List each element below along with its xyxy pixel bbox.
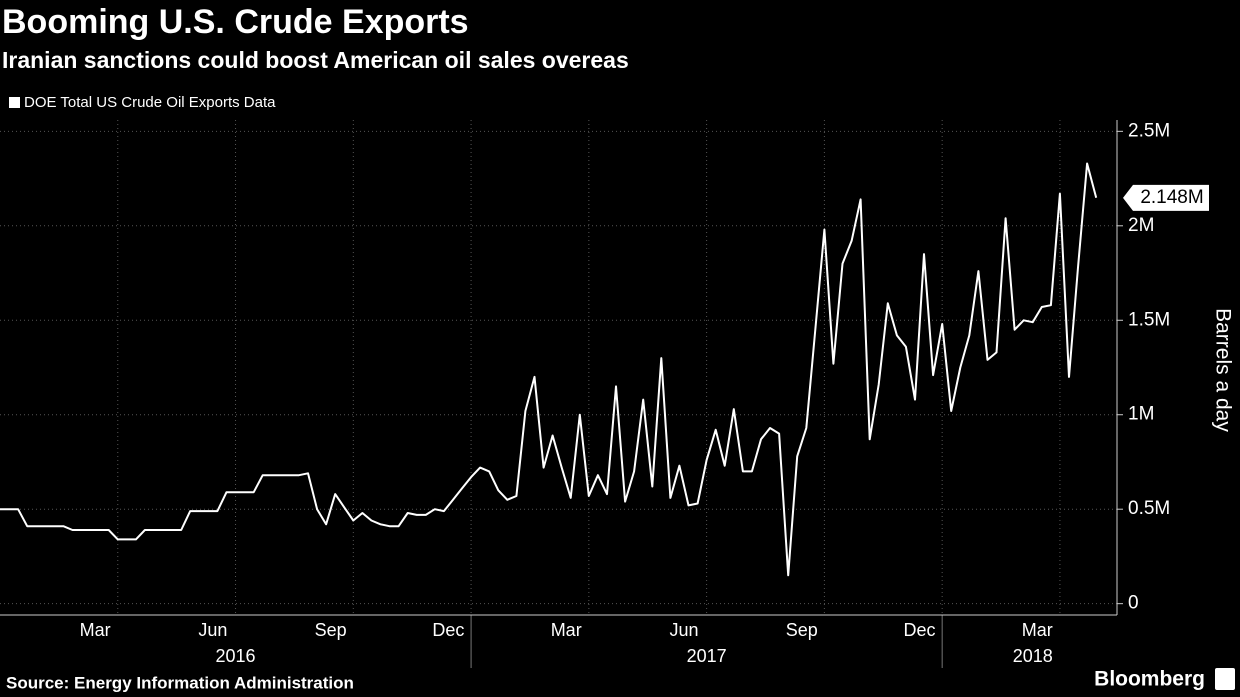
x-tick-label: Dec: [432, 620, 464, 640]
x-tick-label: Jun: [669, 620, 698, 640]
legend-label: DOE Total US Crude Oil Exports Data: [24, 94, 276, 111]
year-label: 2016: [216, 646, 256, 666]
chart-subtitle: Iranian sanctions could boost American o…: [2, 47, 629, 73]
brand: Bloomberg: [1094, 668, 1205, 691]
x-tick-label: Dec: [904, 620, 936, 640]
year-label: 2018: [1013, 646, 1053, 666]
y-tick-label: 2M: [1128, 215, 1154, 236]
legend-swatch: [9, 97, 20, 108]
x-tick-label: Jun: [198, 620, 227, 640]
y-tick-label: 0: [1128, 593, 1139, 614]
y-tick-label: 0.5M: [1128, 498, 1170, 519]
year-label: 2017: [687, 646, 727, 666]
y-tick-label: 1.5M: [1128, 309, 1170, 330]
chart-title: Booming U.S. Crude Exports: [2, 3, 469, 41]
data-line: [0, 162, 1098, 577]
x-tick-label: Mar: [1022, 620, 1053, 640]
source: Source: Energy Information Administratio…: [6, 673, 354, 692]
value-callout: [1123, 184, 1209, 211]
y-tick-label: 2.5M: [1128, 120, 1170, 141]
x-tick-label: Sep: [315, 620, 347, 640]
value-label: 2.148M: [1140, 187, 1203, 208]
x-tick-label: Mar: [80, 620, 111, 640]
y-axis-title: Barrels a day: [1211, 308, 1234, 432]
x-tick-label: Mar: [551, 620, 582, 640]
x-tick-label: Sep: [786, 620, 818, 640]
brand-icon: [1215, 668, 1235, 690]
y-tick-label: 1M: [1128, 404, 1154, 425]
